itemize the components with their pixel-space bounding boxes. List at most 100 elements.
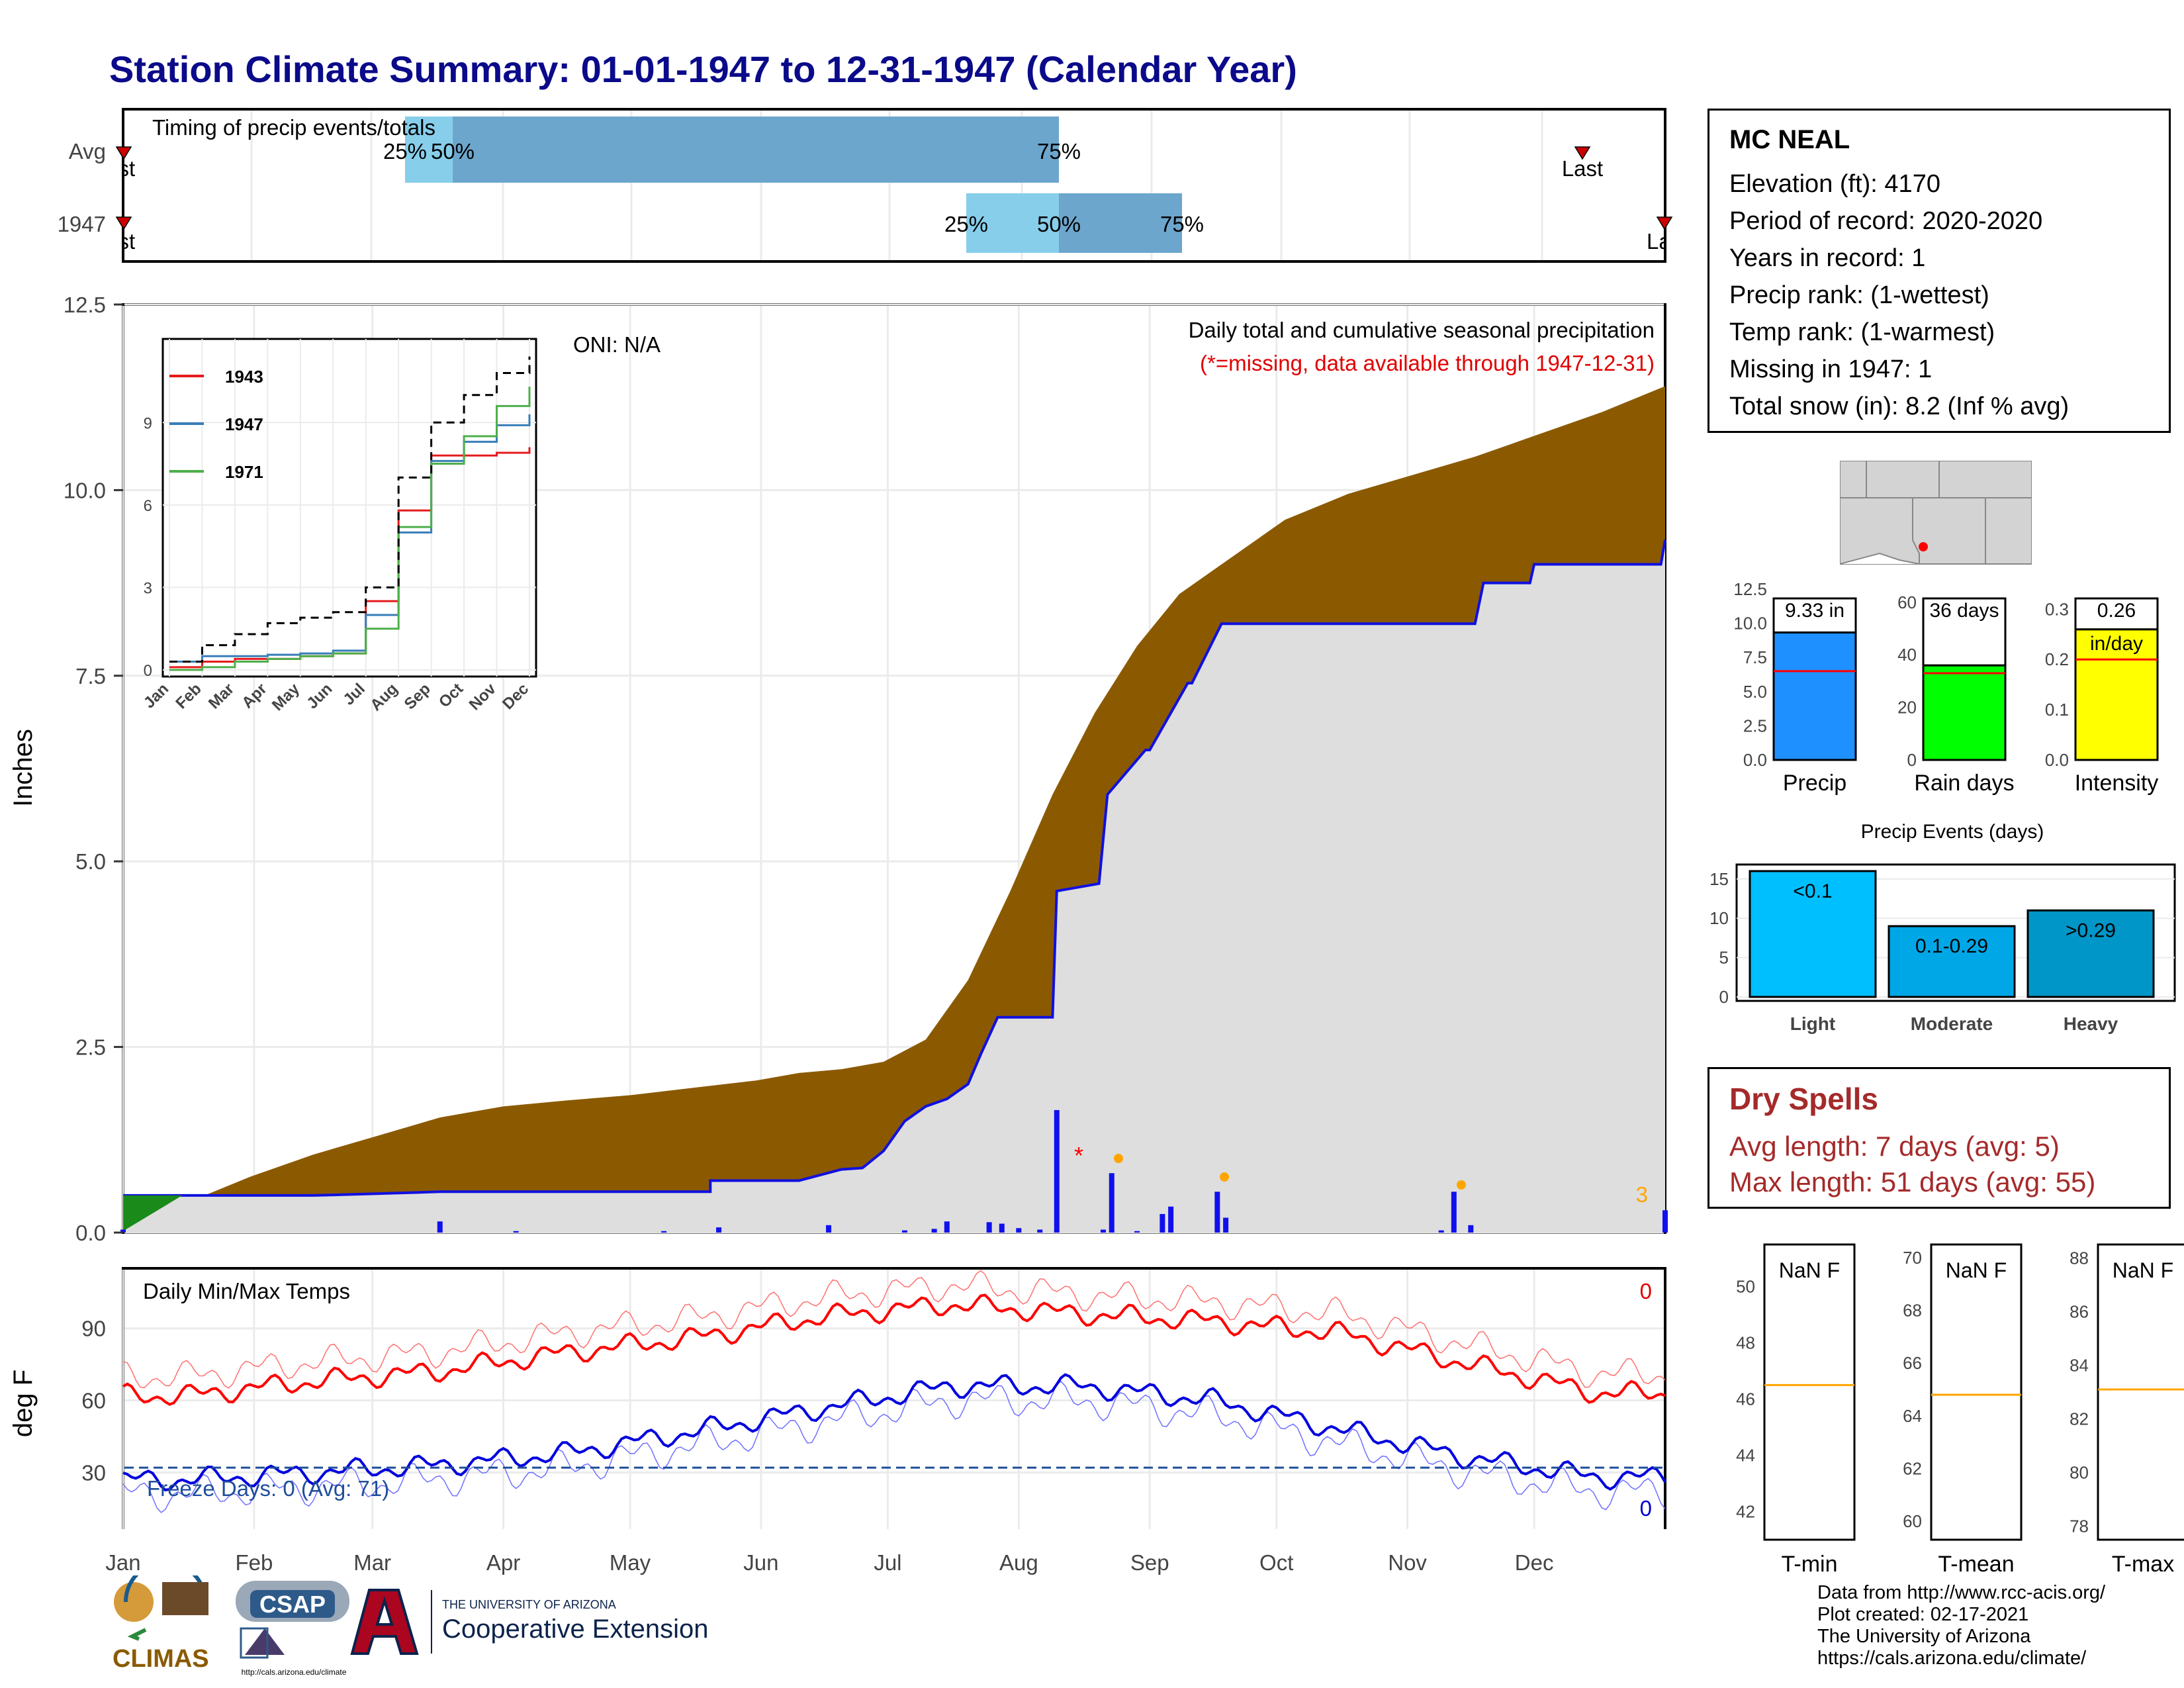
precip-ytick: 10.0: [1733, 614, 1767, 633]
intensity-label: Intensity: [2075, 771, 2159, 796]
daily-precip-bar: [661, 1231, 667, 1233]
snow-marker: [1457, 1180, 1466, 1190]
temp-box-ytick: 64: [1903, 1406, 1922, 1426]
daily-precip-bar: [1662, 1210, 1668, 1233]
intensity-unit: in/day: [2090, 633, 2143, 655]
temp-box-ytick: 78: [2070, 1517, 2089, 1536]
inset-legend-label: 1971: [225, 462, 263, 482]
timing-1947-p25: 25%: [944, 212, 988, 236]
info-line: Years in record: 1: [1729, 244, 1926, 272]
locator-map: [1840, 461, 2032, 565]
timing-1947-q2: [966, 193, 1059, 253]
last-marker-avg: [1574, 146, 1591, 160]
daily-precip-bar: [1223, 1217, 1229, 1233]
events-bar-label: >0.29: [2066, 919, 2116, 941]
precip-ytick: 12.5: [64, 293, 106, 317]
snow-marker: [1114, 1154, 1123, 1163]
temp-box-ytick: 50: [1736, 1277, 1755, 1297]
month-label: Sep: [1130, 1550, 1169, 1575]
timing-avg-p50: 50%: [431, 139, 475, 164]
dry-avg: Avg length: 7 days (avg: 5): [1729, 1131, 2060, 1162]
year-cumulative-line: [123, 539, 1666, 1197]
raindays-label: Rain days: [1914, 771, 2014, 796]
daily-precip-bar: [1168, 1206, 1174, 1233]
intensity-value: 0.26: [2097, 600, 2136, 622]
events-bar-label: 0.1-0.29: [1915, 935, 1988, 957]
oni-label: ONI: N/A: [573, 332, 660, 357]
precip-ytick: 7.5: [75, 664, 106, 688]
inset-line: [169, 356, 531, 663]
precip-events-chart: Precip Events (days) 0 5 10 15 <0.1 Light 0.1-…: [1709, 821, 2176, 1034]
daily-precip-bar: [986, 1222, 992, 1233]
daily-precip-bar: [1451, 1192, 1457, 1233]
svg-text:Cooperative Extension: Cooperative Extension: [442, 1615, 708, 1644]
temp-ytick: 90: [81, 1317, 106, 1341]
raindays-ytick: 0: [1907, 750, 1917, 770]
temp-box-ytick: 62: [1903, 1458, 1922, 1478]
daily-precip-bar: [1214, 1192, 1220, 1233]
intensity-ytick: 0.1: [2045, 700, 2069, 720]
daily-precip-bar: [931, 1229, 937, 1233]
timing-avg-p75: 75%: [1037, 139, 1081, 164]
month-label: Jan: [105, 1550, 140, 1575]
daily-precip-bar: [1054, 1109, 1060, 1233]
precip-ytick: 12.5: [1733, 579, 1767, 599]
timing-first-avg: First: [93, 156, 135, 181]
precip-ytick: 5.0: [75, 849, 106, 874]
month-label: Mar: [353, 1550, 391, 1575]
credits: Data from http://www.rcc-acis.org/ Plot …: [1817, 1582, 2106, 1669]
daily-precip-bar: [1468, 1225, 1474, 1233]
svg-text:CSAP: CSAP: [259, 1591, 326, 1618]
inset-chart: [161, 338, 537, 678]
events-ytick: 15: [1709, 869, 1729, 889]
month-label: Nov: [1388, 1550, 1427, 1575]
first-marker-avg: [115, 146, 132, 160]
daily-precip-bar: [1134, 1231, 1140, 1233]
events-ytick: 10: [1709, 908, 1729, 928]
temp-box-ytick: 88: [2070, 1248, 2089, 1268]
precip-ytick: 0.0: [75, 1221, 106, 1245]
temp-box-ytick: 44: [1736, 1446, 1755, 1466]
info-line: Period of record: 2020-2020: [1729, 207, 2043, 235]
temp-box-ytick: 70: [1903, 1248, 1922, 1268]
daily-precip-bar: [1100, 1229, 1106, 1233]
info-line: Temp rank: (1-warmest): [1729, 318, 1995, 346]
inset-legend-label: 1947: [225, 414, 263, 434]
timing-avg-q2q3: [453, 117, 1059, 183]
precip-bar: [1772, 631, 1857, 761]
month-label: Apr: [486, 1550, 520, 1575]
month-label: Aug: [999, 1550, 1038, 1575]
month-axis: Jan Feb Mar Apr May Jun Jul Aug Sep Oct Nov Dec: [105, 1550, 1554, 1575]
inset-ytick: 9: [144, 414, 152, 432]
month-label: May: [610, 1550, 651, 1575]
info-line: Total snow (in): 8.2 (Inf % avg): [1729, 393, 2070, 420]
daily-precip-bar: [826, 1225, 832, 1233]
precip-ytick: 2.5: [1743, 716, 1767, 735]
temp-box-label: T-mean: [1938, 1552, 2014, 1577]
events-ytick: 0: [1719, 987, 1729, 1007]
month-label: Dec: [1515, 1550, 1554, 1575]
timing-1947-q3: [1059, 193, 1182, 253]
temperature-boxes: 42 44 46 48 50 NaN F T-min 60 62 64 66 68 70 NaN F T-m…: [1736, 1243, 2184, 1577]
precip-note: Daily total and cumulative seasonal prec…: [1189, 318, 1655, 342]
raindays-bar: [1922, 664, 2007, 761]
info-line: Precip rank: (1-wettest): [1729, 281, 1989, 309]
temp-ytick: 30: [81, 1460, 106, 1485]
events-category: Light: [1790, 1013, 1835, 1034]
events-bar: [1749, 870, 1877, 998]
inset-legend-label: 1943: [225, 367, 263, 387]
events-bar-label: <0.1: [1793, 880, 1832, 902]
daily-precip-bar: [120, 1229, 126, 1233]
temp-box-label: T-min: [1782, 1552, 1838, 1577]
temp-box-ytick: 84: [2070, 1355, 2089, 1375]
temp-box-ytick: 66: [1903, 1353, 1922, 1373]
avg-tmax-line: [122, 1293, 1666, 1406]
station-info-box: MC NEAL Elevation (ft): 4170 Period of r…: [1707, 109, 2171, 433]
raindays-ytick: 40: [1897, 645, 1917, 665]
temp-panel: 30 60 90 Daily Min/Max Temps 0 0 Freeze Da…: [9, 1267, 1666, 1529]
temp-count-top: 0: [1640, 1279, 1652, 1303]
events-bar: [2026, 909, 2155, 998]
temp-box-label: T-max: [2112, 1552, 2174, 1577]
csap-logo: CSAP http://cals.arizona.edu/climate: [236, 1581, 349, 1677]
info-line: Missing in 1947: 1: [1729, 355, 1933, 383]
